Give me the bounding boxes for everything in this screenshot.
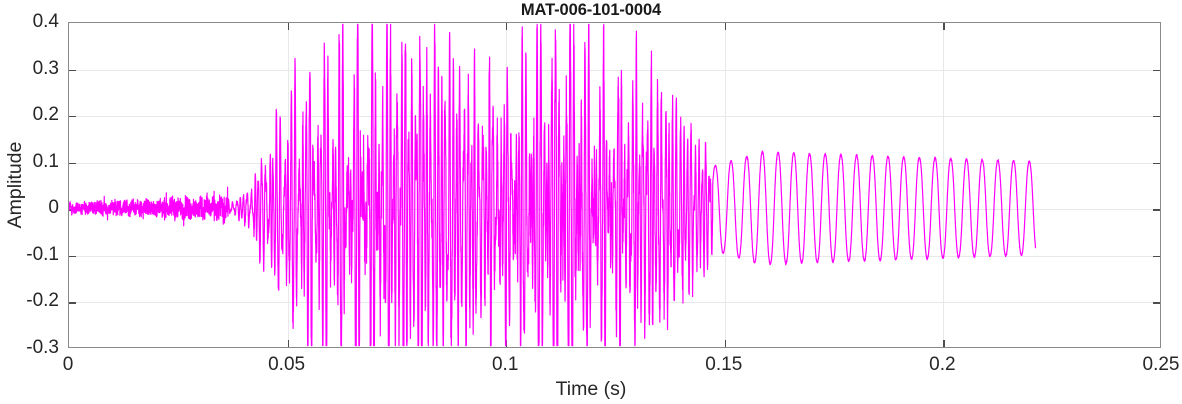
x-tick-mark — [943, 340, 945, 347]
chart-title: MAT-006-101-0004 — [520, 1, 662, 19]
y-tick-label: -0.3 — [26, 337, 59, 358]
x-tick-mark-top — [724, 23, 727, 30]
x-tick-mark — [724, 340, 727, 347]
y-tick-mark-right — [1153, 209, 1160, 211]
y-tick-mark — [69, 302, 76, 304]
x-tick-mark-top — [287, 23, 289, 30]
y-tick-mark — [69, 255, 76, 258]
x-tick-label: 0.25 — [1142, 354, 1180, 375]
x-tick-mark-top — [943, 23, 945, 30]
y-tick-label: -0.2 — [26, 290, 59, 312]
y-tick-mark-right — [1153, 116, 1160, 118]
y-tick-mark-right — [1153, 302, 1160, 304]
x-tick-label: 0.2 — [929, 354, 956, 375]
waveform-plot — [69, 23, 1160, 347]
gridline-vertical — [943, 23, 945, 347]
gridline-horizontal — [69, 69, 1160, 71]
plot-axes-box — [68, 22, 1161, 348]
waveform-path — [69, 24, 1036, 345]
y-tick-mark-right — [1153, 255, 1160, 258]
y-axis-label: Amplitude — [4, 141, 26, 229]
x-tick-label: 0.1 — [491, 354, 519, 375]
gridline-horizontal — [69, 255, 1160, 257]
x-tick-mark — [506, 340, 508, 347]
x-tick-label: 0.15 — [705, 354, 743, 375]
y-tick-label: 0.1 — [32, 150, 59, 172]
y-tick-label: 0 — [48, 197, 59, 219]
x-axis-label: Time (s) — [555, 378, 627, 400]
y-tick-label: 0.4 — [32, 11, 59, 32]
y-tick-mark — [69, 116, 76, 118]
gridline-horizontal — [69, 116, 1160, 118]
gridline-horizontal — [69, 209, 1160, 211]
y-tick-mark — [69, 69, 76, 71]
x-tick-label: 0.05 — [268, 354, 306, 375]
y-tick-label: 0.2 — [32, 104, 59, 126]
gridline-vertical — [724, 23, 726, 347]
y-tick-mark — [69, 162, 76, 164]
y-tick-label: 0.3 — [32, 57, 59, 79]
y-tick-mark-right — [1153, 162, 1160, 164]
x-tick-mark-top — [506, 23, 508, 30]
x-tick-label: 0 — [62, 354, 74, 375]
x-tick-mark — [287, 340, 289, 347]
y-tick-label: -0.1 — [26, 243, 59, 265]
gridline-horizontal — [69, 302, 1160, 304]
y-tick-mark-right — [1153, 69, 1160, 71]
